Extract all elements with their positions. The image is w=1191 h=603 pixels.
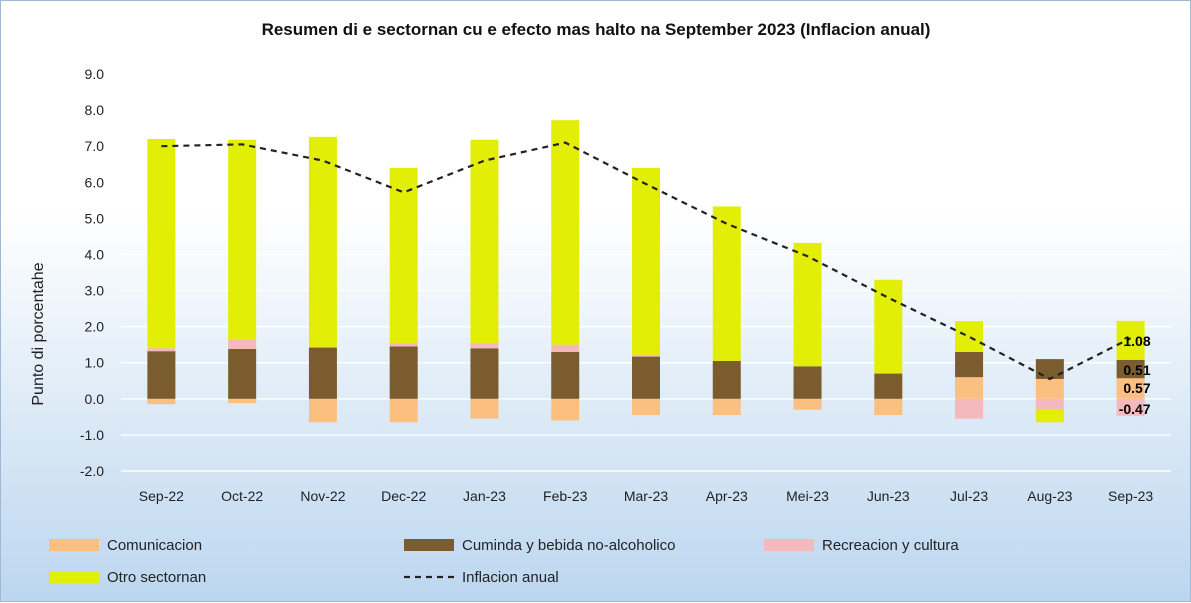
bar-segment — [470, 348, 499, 399]
x-tick-label: Oct-22 — [221, 488, 263, 504]
bar-segment — [470, 342, 499, 349]
bar-segment — [1116, 320, 1145, 360]
bar-segment — [389, 167, 418, 343]
bar-segment — [874, 373, 903, 399]
x-tick-label: Aug-23 — [1027, 488, 1072, 504]
y-tick-label: 5.0 — [85, 210, 105, 226]
bar-segment — [389, 342, 418, 347]
bar-segment — [874, 398, 903, 416]
y-tick-label: 0.0 — [85, 391, 105, 407]
y-tick-label: 1.0 — [85, 355, 105, 371]
bar-segment — [308, 347, 337, 399]
bar-segment — [632, 398, 660, 416]
y-tick-label: -1.0 — [80, 427, 104, 443]
bar-segment — [1035, 398, 1064, 410]
bars — [147, 120, 1145, 423]
bar-segment — [712, 398, 741, 416]
x-tick-label: Jul-23 — [950, 488, 988, 504]
bar-segment — [793, 398, 822, 410]
x-tick-label: Mar-23 — [624, 488, 669, 504]
legend: Comunicacion Cuminda y bebida no-alcoholi… — [49, 537, 959, 586]
bar-segment — [793, 366, 822, 399]
inflation-line-layer — [161, 141, 1132, 381]
chart-title: Resumen di e sectornan cu e efecto mas h… — [262, 20, 931, 39]
legend-swatch — [404, 539, 454, 551]
x-tick-label: Mei-23 — [786, 488, 829, 504]
bar-segment — [955, 398, 984, 419]
y-tick-label: 3.0 — [85, 283, 105, 299]
y-tick-label: 9.0 — [85, 66, 105, 82]
bar-segment — [228, 338, 257, 350]
y-tick-label: 8.0 — [85, 102, 105, 118]
x-tick-label: Apr-23 — [706, 488, 748, 504]
bar-segment — [632, 354, 660, 357]
bar-segment — [1035, 378, 1064, 399]
bar-segment — [712, 206, 741, 361]
x-tick-label: Feb-23 — [543, 488, 588, 504]
legend-swatch — [49, 571, 99, 583]
bar-segment — [955, 321, 984, 352]
x-tick-label: Jan-23 — [463, 488, 506, 504]
y-tick-label: 2.0 — [85, 319, 105, 335]
legend-swatch — [764, 539, 814, 551]
bar-segment — [955, 351, 984, 378]
data-label: 1.08 — [1123, 333, 1150, 349]
bar-segment — [551, 120, 580, 345]
data-label: 0.51 — [1123, 362, 1150, 378]
x-tick-label: Sep-22 — [139, 488, 184, 504]
bar-segment — [147, 351, 176, 399]
bar-segment — [389, 346, 418, 399]
y-tick-label: 7.0 — [85, 138, 105, 154]
x-tick-label: Jun-23 — [867, 488, 910, 504]
bar-segment — [470, 398, 499, 419]
bar-segment — [874, 279, 903, 374]
bar-segment — [147, 348, 176, 352]
y-tick-label: 6.0 — [85, 174, 105, 190]
bar-segment — [147, 138, 176, 349]
bar-segment — [551, 351, 580, 399]
bar-segment — [228, 139, 257, 339]
bar-segment — [551, 398, 580, 421]
bar-segment — [147, 398, 176, 405]
bar-segment — [308, 136, 337, 347]
legend-swatch — [49, 539, 99, 551]
data-label: -0.47 — [1119, 401, 1151, 417]
y-axis-label: Punto di porcentahe — [30, 262, 47, 405]
bar-segment — [632, 356, 660, 399]
bar-segment — [1116, 359, 1145, 379]
bar-segment — [793, 242, 822, 367]
inflation-line — [161, 141, 1132, 381]
bar-segment — [389, 398, 418, 423]
x-tick-label: Nov-22 — [300, 488, 345, 504]
bar-segment — [470, 139, 499, 343]
y-tick-labels: 9.0 8.0 7.0 6.0 5.0 4.0 3.0 2.0 1.0 0.0 -1.0 -2.0 — [80, 66, 104, 479]
bar-segment — [1035, 359, 1064, 379]
y-tick-label: 4.0 — [85, 246, 105, 262]
data-labels: 1.08 0.51 0.57 -0.47 — [1119, 333, 1151, 417]
bar-segment — [1035, 409, 1064, 423]
bar-segment — [632, 167, 660, 355]
bar-segment — [308, 346, 337, 348]
bar-segment — [308, 398, 337, 423]
bar-segment — [955, 377, 984, 399]
x-tick-label: Dec-22 — [381, 488, 426, 504]
bar-segment — [1116, 378, 1145, 399]
bar-segment — [1116, 398, 1145, 416]
bar-segment — [712, 360, 741, 399]
legend-label: Recreacion y cultura — [822, 537, 959, 554]
legend-label: Comunicacion — [107, 537, 202, 554]
legend-label: Cuminda y bebida no-alcoholico — [462, 537, 675, 554]
bar-segment — [551, 344, 580, 352]
x-tick-labels: Sep-22 Oct-22 Nov-22 Dec-22 Jan-23 Feb-23 Mar-… — [139, 488, 1154, 504]
x-tick-label: Sep-23 — [1108, 488, 1153, 504]
y-tick-label: -2.0 — [80, 463, 104, 479]
bar-segment — [228, 398, 257, 404]
data-label: 0.57 — [1123, 380, 1150, 396]
legend-label: Inflacion anual — [462, 569, 559, 586]
legend-label: Otro sectornan — [107, 569, 206, 586]
bar-segment — [228, 349, 257, 399]
